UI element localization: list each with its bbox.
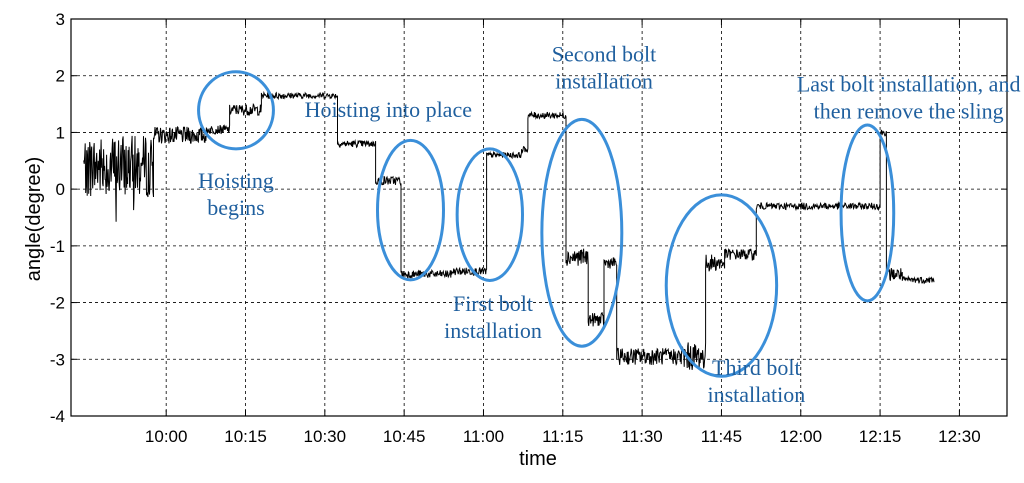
annotations: Hoisting begins Hoisting into place First b…: [198, 42, 1020, 408]
highlight-ellipse-last-bolt: [839, 123, 896, 303]
x-axis-title: time: [519, 448, 557, 470]
annotation-hoisting-into-place: Hoisting into place: [305, 97, 472, 122]
annotation-third-bolt: Third bolt installation: [707, 355, 805, 407]
y-tick-label: 1: [56, 123, 65, 142]
highlight-ellipse-first-bolt: [455, 147, 525, 282]
x-tick-label: 10:15: [224, 427, 267, 446]
annotation-line: installation: [444, 318, 542, 343]
annotation-hoisting-begins: Hoisting begins: [198, 168, 274, 220]
annotation-line: Hoisting into place: [305, 97, 472, 122]
plot-frame: [70, 18, 1008, 417]
x-tick-label: 12:00: [779, 427, 822, 446]
highlight-ellipse-third-bolt: [664, 193, 779, 378]
highlight-ellipses: [197, 70, 896, 378]
x-tick-label: 10:30: [304, 427, 347, 446]
y-tick-label: 0: [56, 180, 65, 199]
x-tick-label: 10:45: [383, 427, 426, 446]
highlight-ellipse-hoisting-begins: [197, 70, 275, 151]
highlight-ellipse-hoisting-into-place: [376, 138, 445, 282]
series-layer: [83, 90, 935, 370]
annotation-last-bolt: Last bolt installation, and then remove t…: [797, 72, 1021, 124]
y-tick-label: -2: [50, 294, 65, 313]
x-tick-label: 10:00: [145, 427, 188, 446]
annotation-line: First bolt: [453, 291, 533, 316]
y-tick-label: 2: [56, 67, 65, 86]
annotation-line: Second bolt: [552, 42, 657, 67]
highlight-ellipse-second-bolt: [540, 117, 624, 348]
annotation-line: Hoisting: [198, 168, 274, 193]
y-tick-label: -4: [50, 407, 65, 426]
annotation-line: installation: [555, 69, 653, 94]
y-tick-label: 3: [56, 10, 65, 29]
x-tick-label: 12:30: [938, 427, 981, 446]
y-tick-label: -1: [50, 237, 65, 256]
x-tick-label: 12:15: [859, 427, 902, 446]
annotation-line: installation: [707, 382, 805, 407]
y-tick-label: -3: [50, 350, 65, 369]
x-tick-label: 11:00: [463, 427, 504, 446]
annotation-line: Last bolt installation, and: [797, 72, 1021, 97]
annotation-first-bolt: First bolt installation: [444, 291, 542, 343]
x-tick-label: 11:15: [542, 427, 583, 446]
x-tick-label: 11:30: [621, 427, 662, 446]
annotation-line: Third bolt: [712, 355, 801, 380]
grid: [71, 19, 1007, 416]
annotation-second-bolt: Second bolt installation: [552, 42, 657, 94]
x-tick-label: 11:45: [701, 427, 742, 446]
annotation-line: begins: [207, 195, 264, 220]
axes: 3 2 1 0 -1 -2 -3 -4 10:00 10:15 10:30 10:45 11:00 11:…: [50, 10, 1008, 446]
annotation-line: then remove the sling: [814, 99, 1004, 124]
y-axis-title: angle(degree): [23, 157, 45, 282]
series-line-angle: [83, 90, 935, 370]
